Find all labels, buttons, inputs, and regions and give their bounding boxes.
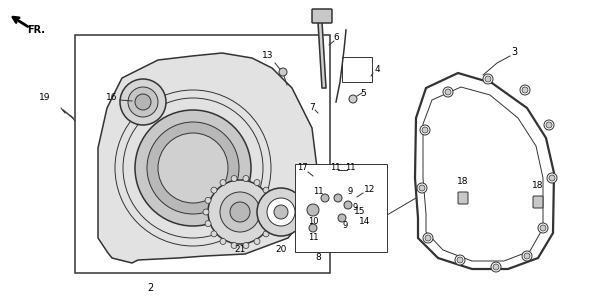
- Circle shape: [230, 202, 250, 222]
- Circle shape: [420, 125, 430, 135]
- Polygon shape: [98, 53, 317, 263]
- FancyBboxPatch shape: [75, 35, 330, 273]
- Circle shape: [425, 235, 431, 241]
- Circle shape: [422, 127, 428, 133]
- Circle shape: [274, 205, 288, 219]
- Text: 10: 10: [308, 218, 318, 226]
- Circle shape: [269, 197, 275, 203]
- Circle shape: [254, 180, 260, 185]
- Circle shape: [445, 89, 451, 95]
- Circle shape: [158, 133, 228, 203]
- Circle shape: [546, 122, 552, 128]
- Circle shape: [269, 221, 275, 227]
- Text: 19: 19: [40, 94, 51, 103]
- Circle shape: [135, 94, 151, 110]
- Text: 21: 21: [234, 246, 245, 255]
- Circle shape: [257, 188, 305, 236]
- Circle shape: [520, 85, 530, 95]
- Circle shape: [271, 209, 277, 215]
- Circle shape: [349, 95, 357, 103]
- Circle shape: [120, 79, 166, 125]
- Circle shape: [135, 110, 251, 226]
- Text: FR.: FR.: [27, 25, 45, 35]
- Circle shape: [279, 68, 287, 76]
- Text: 2: 2: [147, 283, 153, 293]
- Circle shape: [417, 183, 427, 193]
- Circle shape: [220, 192, 260, 232]
- Circle shape: [211, 231, 217, 237]
- Circle shape: [203, 209, 209, 215]
- Polygon shape: [415, 73, 554, 269]
- Text: 8: 8: [315, 253, 321, 262]
- Circle shape: [205, 197, 211, 203]
- Text: 18: 18: [457, 178, 468, 187]
- Circle shape: [254, 238, 260, 244]
- Text: 11: 11: [330, 163, 340, 172]
- Circle shape: [423, 233, 433, 243]
- Circle shape: [309, 224, 317, 232]
- Circle shape: [267, 198, 295, 226]
- Circle shape: [538, 223, 548, 233]
- Text: 11: 11: [345, 163, 355, 172]
- Text: 13: 13: [262, 51, 274, 60]
- FancyBboxPatch shape: [533, 196, 543, 208]
- Text: 9: 9: [342, 221, 348, 229]
- Circle shape: [263, 187, 269, 193]
- Circle shape: [344, 201, 352, 209]
- Circle shape: [485, 76, 491, 82]
- Circle shape: [524, 253, 530, 259]
- Text: 17: 17: [297, 163, 307, 172]
- FancyBboxPatch shape: [312, 9, 332, 23]
- Text: 4: 4: [374, 66, 380, 75]
- Text: 11: 11: [308, 234, 318, 243]
- Text: 9: 9: [352, 203, 358, 212]
- Circle shape: [540, 225, 546, 231]
- Text: 16: 16: [106, 92, 118, 101]
- Text: 14: 14: [359, 218, 371, 226]
- FancyBboxPatch shape: [458, 192, 468, 204]
- Text: 3: 3: [511, 47, 517, 57]
- Circle shape: [483, 74, 493, 84]
- Circle shape: [231, 243, 237, 249]
- Text: 18: 18: [532, 182, 544, 191]
- Circle shape: [205, 221, 211, 227]
- Text: 5: 5: [360, 88, 366, 98]
- Circle shape: [263, 231, 269, 237]
- Text: 15: 15: [354, 207, 366, 216]
- Circle shape: [208, 180, 272, 244]
- Circle shape: [231, 175, 237, 182]
- Text: 20: 20: [276, 246, 287, 255]
- Text: 9: 9: [348, 188, 353, 197]
- Circle shape: [419, 185, 425, 191]
- FancyBboxPatch shape: [295, 164, 387, 252]
- Circle shape: [307, 204, 319, 216]
- Circle shape: [455, 255, 465, 265]
- Circle shape: [243, 243, 249, 249]
- Circle shape: [549, 175, 555, 181]
- Circle shape: [457, 257, 463, 263]
- Circle shape: [128, 87, 158, 117]
- Text: 11: 11: [313, 188, 323, 197]
- Text: 6: 6: [333, 33, 339, 42]
- Circle shape: [321, 194, 329, 202]
- Polygon shape: [318, 22, 326, 88]
- Circle shape: [147, 122, 239, 214]
- Circle shape: [443, 87, 453, 97]
- Circle shape: [334, 194, 342, 202]
- Circle shape: [522, 251, 532, 261]
- Circle shape: [338, 214, 346, 222]
- Circle shape: [220, 238, 226, 244]
- Circle shape: [493, 264, 499, 270]
- Circle shape: [211, 187, 217, 193]
- Circle shape: [491, 262, 501, 272]
- Circle shape: [544, 120, 554, 130]
- FancyBboxPatch shape: [342, 57, 372, 82]
- Circle shape: [547, 173, 557, 183]
- Text: 12: 12: [364, 185, 376, 194]
- Text: 7: 7: [309, 103, 315, 111]
- Circle shape: [243, 175, 249, 182]
- Circle shape: [522, 87, 528, 93]
- Circle shape: [220, 180, 226, 185]
